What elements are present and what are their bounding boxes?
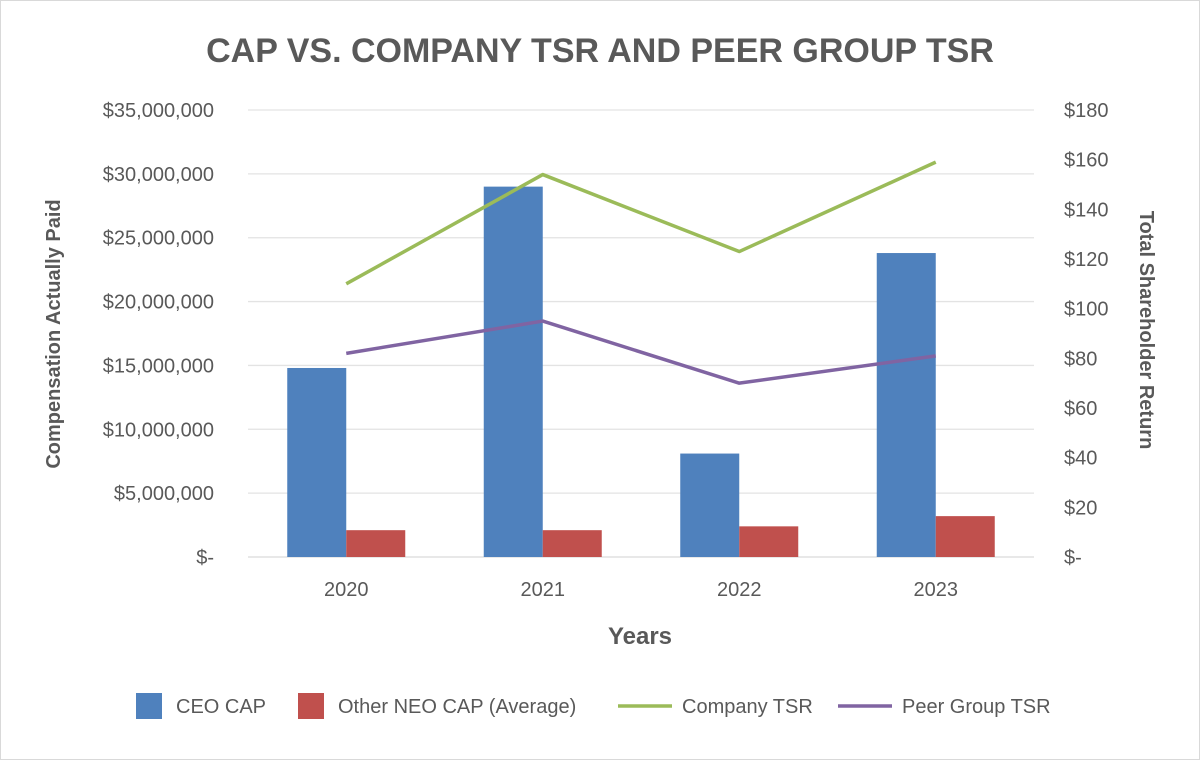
bar-other-neo-cap (739, 526, 799, 557)
line-company-tsr (345, 160, 937, 286)
x-tick-label: 2023 (914, 579, 959, 601)
legend-peer-group-tsr-label: Peer Group TSR (902, 696, 1051, 718)
y-tick-label: $25,000,000 (103, 228, 214, 250)
bar-ceo-cap (876, 253, 936, 558)
bar-ceo-cap (287, 367, 347, 557)
legend-company-tsr-label: Company TSR (682, 696, 813, 718)
x-tick-label: 2021 (521, 579, 566, 601)
x-tick-label: 2022 (717, 579, 762, 601)
y-tick-label: $5,000,000 (114, 483, 214, 505)
y2-tick-label: $40 (1064, 448, 1097, 470)
bar-other-neo-cap (542, 530, 602, 557)
y2-tick-label: $180 (1064, 100, 1109, 122)
y2-tick-label: $80 (1064, 348, 1097, 370)
legend-other-neo-cap-swatch (298, 693, 324, 719)
y2-tick-label: $- (1064, 547, 1082, 569)
y-tick-label: $- (196, 547, 214, 569)
y-axis-title: Compensation Actually Paid (43, 199, 65, 468)
legend-other-neo-cap-label: Other NEO CAP (Average) (338, 696, 576, 718)
legend-ceo-cap-label: CEO CAP (176, 696, 266, 718)
y2-tick-label: $160 (1064, 150, 1109, 172)
y2-tick-label: $120 (1064, 249, 1109, 271)
y-tick-label: $35,000,000 (103, 100, 214, 122)
bar-other-neo-cap (346, 530, 406, 557)
y2-tick-label: $60 (1064, 398, 1097, 420)
y2-tick-label: $20 (1064, 497, 1097, 519)
x-tick-label: 2020 (324, 579, 369, 601)
y-tick-label: $20,000,000 (103, 292, 214, 314)
y-axis-left-ticks: $- $5,000,000 $10,000,000 $15,000,000 $20,00… (103, 100, 214, 569)
bar-ceo-cap (680, 453, 740, 557)
bar-ceo-cap (483, 186, 543, 557)
y-tick-label: $30,000,000 (103, 164, 214, 186)
lines (345, 160, 937, 385)
y-tick-label: $15,000,000 (103, 355, 214, 377)
line-peer-group-tsr (345, 319, 936, 385)
y2-tick-label: $140 (1064, 199, 1109, 221)
y2-tick-label: $100 (1064, 299, 1109, 321)
bar-other-neo-cap (935, 516, 995, 557)
chart-title: CAP VS. COMPANY TSR AND PEER GROUP TSR (206, 32, 994, 70)
y-axis-right-ticks: $- $20 $40 $60 $80 $100 $120 $140 $160 $180 (1064, 100, 1109, 569)
x-axis-ticks: 2020 2021 2022 2023 (324, 579, 958, 601)
legend: CEO CAP Other NEO CAP (Average) Company TS… (136, 693, 1051, 719)
bars (287, 186, 995, 558)
legend-ceo-cap-swatch (136, 693, 162, 719)
x-axis-title: Years (608, 623, 672, 650)
y-tick-label: $10,000,000 (103, 419, 214, 441)
y2-axis-title: Total Shareholder Return (1135, 211, 1157, 450)
